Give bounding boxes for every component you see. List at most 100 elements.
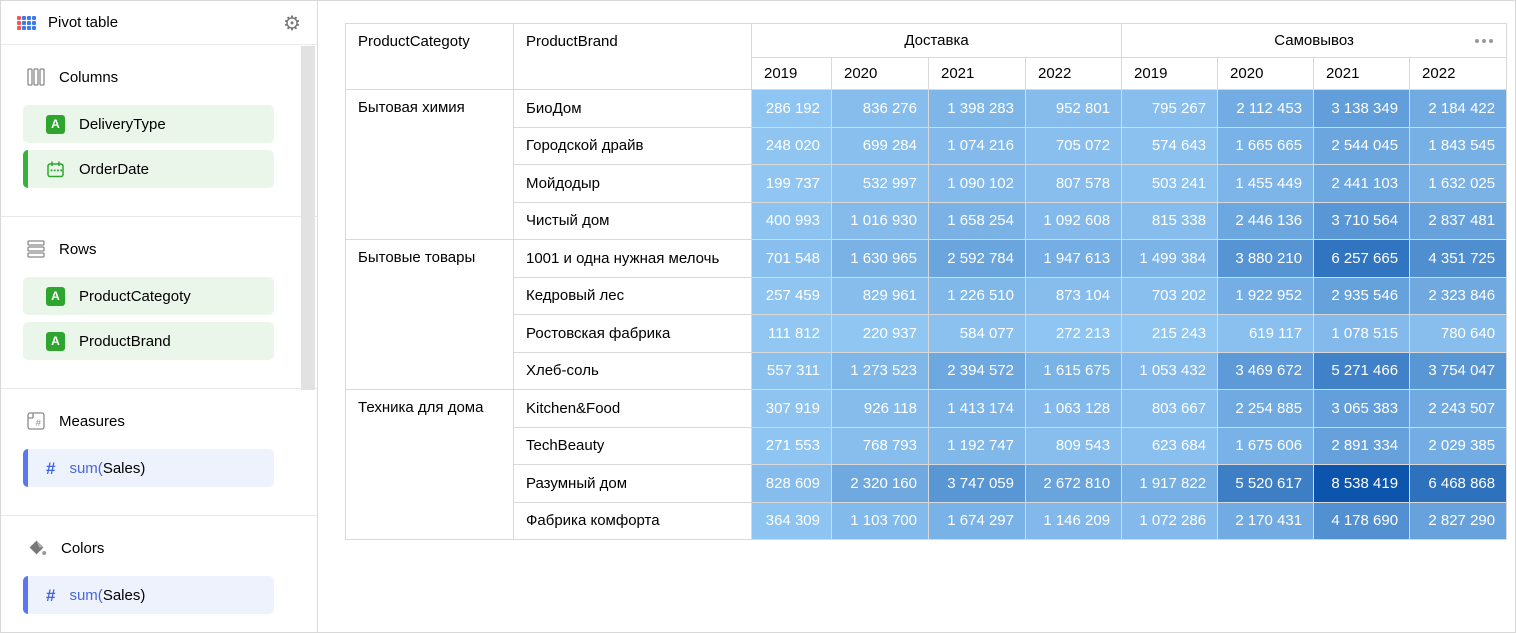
pivot-value-cell[interactable]: 926 118 — [831, 389, 929, 428]
pivot-value-cell[interactable]: 803 667 — [1121, 389, 1219, 428]
pivot-value-cell[interactable]: 2 243 507 — [1409, 389, 1508, 428]
pivot-value-cell[interactable]: 1 499 384 — [1121, 239, 1219, 278]
pivot-value-cell[interactable]: 272 213 — [1024, 314, 1123, 353]
pivot-value-cell[interactable]: 2 394 572 — [928, 351, 1026, 390]
brand-cell[interactable]: БиоДом — [513, 89, 752, 128]
pivot-value-cell[interactable]: 780 640 — [1409, 314, 1508, 353]
pivot-value-cell[interactable]: 532 997 — [831, 164, 929, 203]
pivot-value-cell[interactable]: 8 538 419 — [1313, 464, 1411, 503]
pivot-value-cell[interactable]: 2 544 045 — [1313, 126, 1411, 165]
pivot-value-cell[interactable]: 4 178 690 — [1313, 501, 1411, 540]
pivot-value-cell[interactable]: 5 271 466 — [1313, 351, 1411, 390]
pivot-value-cell[interactable]: 807 578 — [1024, 164, 1123, 203]
brand-cell[interactable]: TechBeauty — [513, 426, 752, 465]
pivot-value-cell[interactable]: 400 993 — [751, 201, 832, 240]
pivot-value-cell[interactable]: 257 459 — [751, 276, 832, 315]
pivot-value-cell[interactable]: 1 615 675 — [1024, 351, 1123, 390]
pivot-value-cell[interactable]: 829 961 — [831, 276, 929, 315]
sidebar-scrollbar-thumb[interactable] — [301, 46, 315, 390]
pivot-value-cell[interactable]: 809 543 — [1024, 426, 1123, 465]
pivot-value-cell[interactable]: 2 029 385 — [1409, 426, 1508, 465]
category-cell[interactable]: Бытовые товары — [345, 239, 514, 390]
pivot-value-cell[interactable]: 6 468 868 — [1409, 464, 1508, 503]
pivot-value-cell[interactable]: 1 917 822 — [1121, 464, 1219, 503]
pivot-value-cell[interactable]: 3 065 383 — [1313, 389, 1411, 428]
pivot-value-cell[interactable]: 1 658 254 — [928, 201, 1026, 240]
pivot-value-cell[interactable]: 836 276 — [831, 89, 929, 128]
pivot-value-cell[interactable]: 1 103 700 — [831, 501, 929, 540]
pivot-value-cell[interactable]: 703 202 — [1121, 276, 1219, 315]
brand-cell[interactable]: 1001 и одна нужная мелочь — [513, 239, 752, 278]
category-cell[interactable]: Бытовая химия — [345, 89, 514, 240]
pivot-value-cell[interactable]: 1 053 432 — [1121, 351, 1219, 390]
pivot-value-cell[interactable]: 286 192 — [751, 89, 832, 128]
category-cell[interactable]: Техника для дома — [345, 389, 514, 540]
pivot-value-cell[interactable]: 2 891 334 — [1313, 426, 1411, 465]
pivot-value-cell[interactable]: 1 674 297 — [928, 501, 1026, 540]
pivot-value-cell[interactable]: 2 446 136 — [1217, 201, 1315, 240]
ellipsis-icon[interactable] — [1475, 38, 1494, 43]
pivot-value-cell[interactable]: 4 351 725 — [1409, 239, 1508, 278]
sidebar-field-orderdate[interactable]: OrderDate — [23, 150, 274, 188]
pivot-value-cell[interactable]: 364 309 — [751, 501, 832, 540]
pivot-value-cell[interactable]: 3 880 210 — [1217, 239, 1315, 278]
pivot-value-cell[interactable]: 1 632 025 — [1409, 164, 1508, 203]
pivot-value-cell[interactable]: 111 812 — [751, 314, 832, 353]
pivot-value-cell[interactable]: 2 827 290 — [1409, 501, 1508, 540]
pivot-value-cell[interactable]: 2 320 160 — [831, 464, 929, 503]
brand-cell[interactable]: Фабрика комфорта — [513, 501, 752, 540]
pivot-value-cell[interactable]: 199 737 — [751, 164, 832, 203]
pivot-value-cell[interactable]: 1 413 174 — [928, 389, 1026, 428]
pivot-value-cell[interactable]: 1 843 545 — [1409, 126, 1508, 165]
pivot-value-cell[interactable]: 1 273 523 — [831, 351, 929, 390]
pivot-value-cell[interactable]: 1 078 515 — [1313, 314, 1411, 353]
pivot-value-cell[interactable]: 2 592 784 — [928, 239, 1026, 278]
sidebar-field-sum-sales-measure[interactable]: # sum(Sales) — [23, 449, 274, 487]
pivot-value-cell[interactable]: 2 112 453 — [1217, 89, 1315, 128]
pivot-value-cell[interactable]: 2 254 885 — [1217, 389, 1315, 428]
sidebar-field-sum-sales-color[interactable]: # sum(Sales) — [23, 576, 274, 614]
sidebar-field-deliverytype[interactable]: A DeliveryType — [23, 105, 274, 143]
pivot-value-cell[interactable]: 1 630 965 — [831, 239, 929, 278]
pivot-value-cell[interactable]: 623 684 — [1121, 426, 1219, 465]
pivot-value-cell[interactable]: 1 063 128 — [1024, 389, 1123, 428]
pivot-value-cell[interactable]: 220 937 — [831, 314, 929, 353]
pivot-value-cell[interactable]: 815 338 — [1121, 201, 1219, 240]
pivot-value-cell[interactable]: 705 072 — [1024, 126, 1123, 165]
pivot-value-cell[interactable]: 699 284 — [831, 126, 929, 165]
pivot-value-cell[interactable]: 1 675 606 — [1217, 426, 1315, 465]
pivot-value-cell[interactable]: 3 138 349 — [1313, 89, 1411, 128]
pivot-value-cell[interactable]: 503 241 — [1121, 164, 1219, 203]
pivot-value-cell[interactable]: 952 801 — [1024, 89, 1123, 128]
pivot-value-cell[interactable]: 1 146 209 — [1024, 501, 1123, 540]
pivot-value-cell[interactable]: 1 074 216 — [928, 126, 1026, 165]
pivot-value-cell[interactable]: 701 548 — [751, 239, 832, 278]
sidebar-field-productcategoty[interactable]: A ProductCategoty — [23, 277, 274, 315]
pivot-value-cell[interactable]: 248 020 — [751, 126, 832, 165]
brand-cell[interactable]: Городской драйв — [513, 126, 752, 165]
brand-cell[interactable]: Kitchen&Food — [513, 389, 752, 428]
pivot-value-cell[interactable]: 574 643 — [1121, 126, 1219, 165]
pivot-value-cell[interactable]: 768 793 — [831, 426, 929, 465]
brand-cell[interactable]: Чистый дом — [513, 201, 752, 240]
pivot-value-cell[interactable]: 2 323 846 — [1409, 276, 1508, 315]
pivot-value-cell[interactable]: 2 170 431 — [1217, 501, 1315, 540]
pivot-value-cell[interactable]: 1 016 930 — [831, 201, 929, 240]
pivot-value-cell[interactable]: 215 243 — [1121, 314, 1219, 353]
pivot-value-cell[interactable]: 3 710 564 — [1313, 201, 1411, 240]
sidebar-field-productbrand[interactable]: A ProductBrand — [23, 322, 274, 360]
pivot-value-cell[interactable]: 2 935 546 — [1313, 276, 1411, 315]
pivot-value-cell[interactable]: 1 398 283 — [928, 89, 1026, 128]
pivot-value-cell[interactable]: 2 837 481 — [1409, 201, 1508, 240]
pivot-value-cell[interactable]: 1 226 510 — [928, 276, 1026, 315]
pivot-value-cell[interactable]: 619 117 — [1217, 314, 1315, 353]
pivot-value-cell[interactable]: 1 947 613 — [1024, 239, 1123, 278]
pivot-value-cell[interactable]: 1 665 665 — [1217, 126, 1315, 165]
brand-cell[interactable]: Мойдодыр — [513, 164, 752, 203]
brand-cell[interactable]: Ростовская фабрика — [513, 314, 752, 353]
pivot-value-cell[interactable]: 795 267 — [1121, 89, 1219, 128]
pivot-value-cell[interactable]: 2 441 103 — [1313, 164, 1411, 203]
pivot-value-cell[interactable]: 1 090 102 — [928, 164, 1026, 203]
gear-icon[interactable]: ⚙ — [283, 10, 301, 35]
brand-cell[interactable]: Кедровый лес — [513, 276, 752, 315]
